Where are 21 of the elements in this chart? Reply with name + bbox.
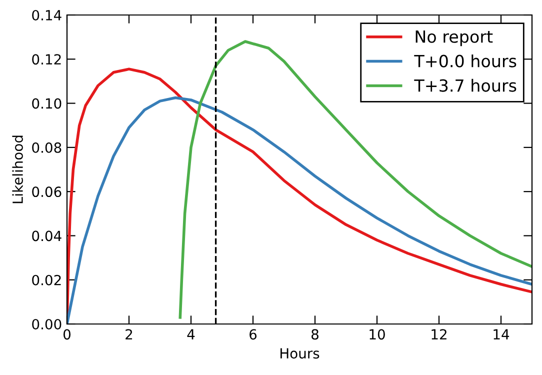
x-tick-label: 6 <box>250 329 257 340</box>
y-tick-label: 0.14 <box>32 10 62 20</box>
y-tick-label: 0.12 <box>32 54 61 65</box>
x-tick-label: 0 <box>63 329 70 340</box>
y-tick-label: 0.02 <box>32 274 61 286</box>
y-tick-label: 0.08 <box>32 142 62 153</box>
y-tick-label: 0.06 <box>32 186 62 198</box>
x-axis-title: Hours <box>280 348 320 359</box>
x-tick-label: 14 <box>494 329 510 340</box>
x-tick-label: 2 <box>126 329 132 340</box>
y-tick-label: 0.10 <box>32 98 62 109</box>
y-axis-title: Likelihood <box>12 136 23 204</box>
x-tick-label: 10 <box>370 329 385 340</box>
y-tick-label: 0.04 <box>32 230 62 242</box>
y-tick-label: 0.00 <box>32 318 62 330</box>
x-tick-label: 12 <box>432 329 446 340</box>
x-tick-label: 8 <box>312 329 318 340</box>
legend-label: No report <box>416 30 493 46</box>
legend-label: T+3.7 hours <box>414 78 516 92</box>
legend-label: T+0.0 hours <box>414 54 516 68</box>
x-tick-label: 4 <box>187 329 195 340</box>
